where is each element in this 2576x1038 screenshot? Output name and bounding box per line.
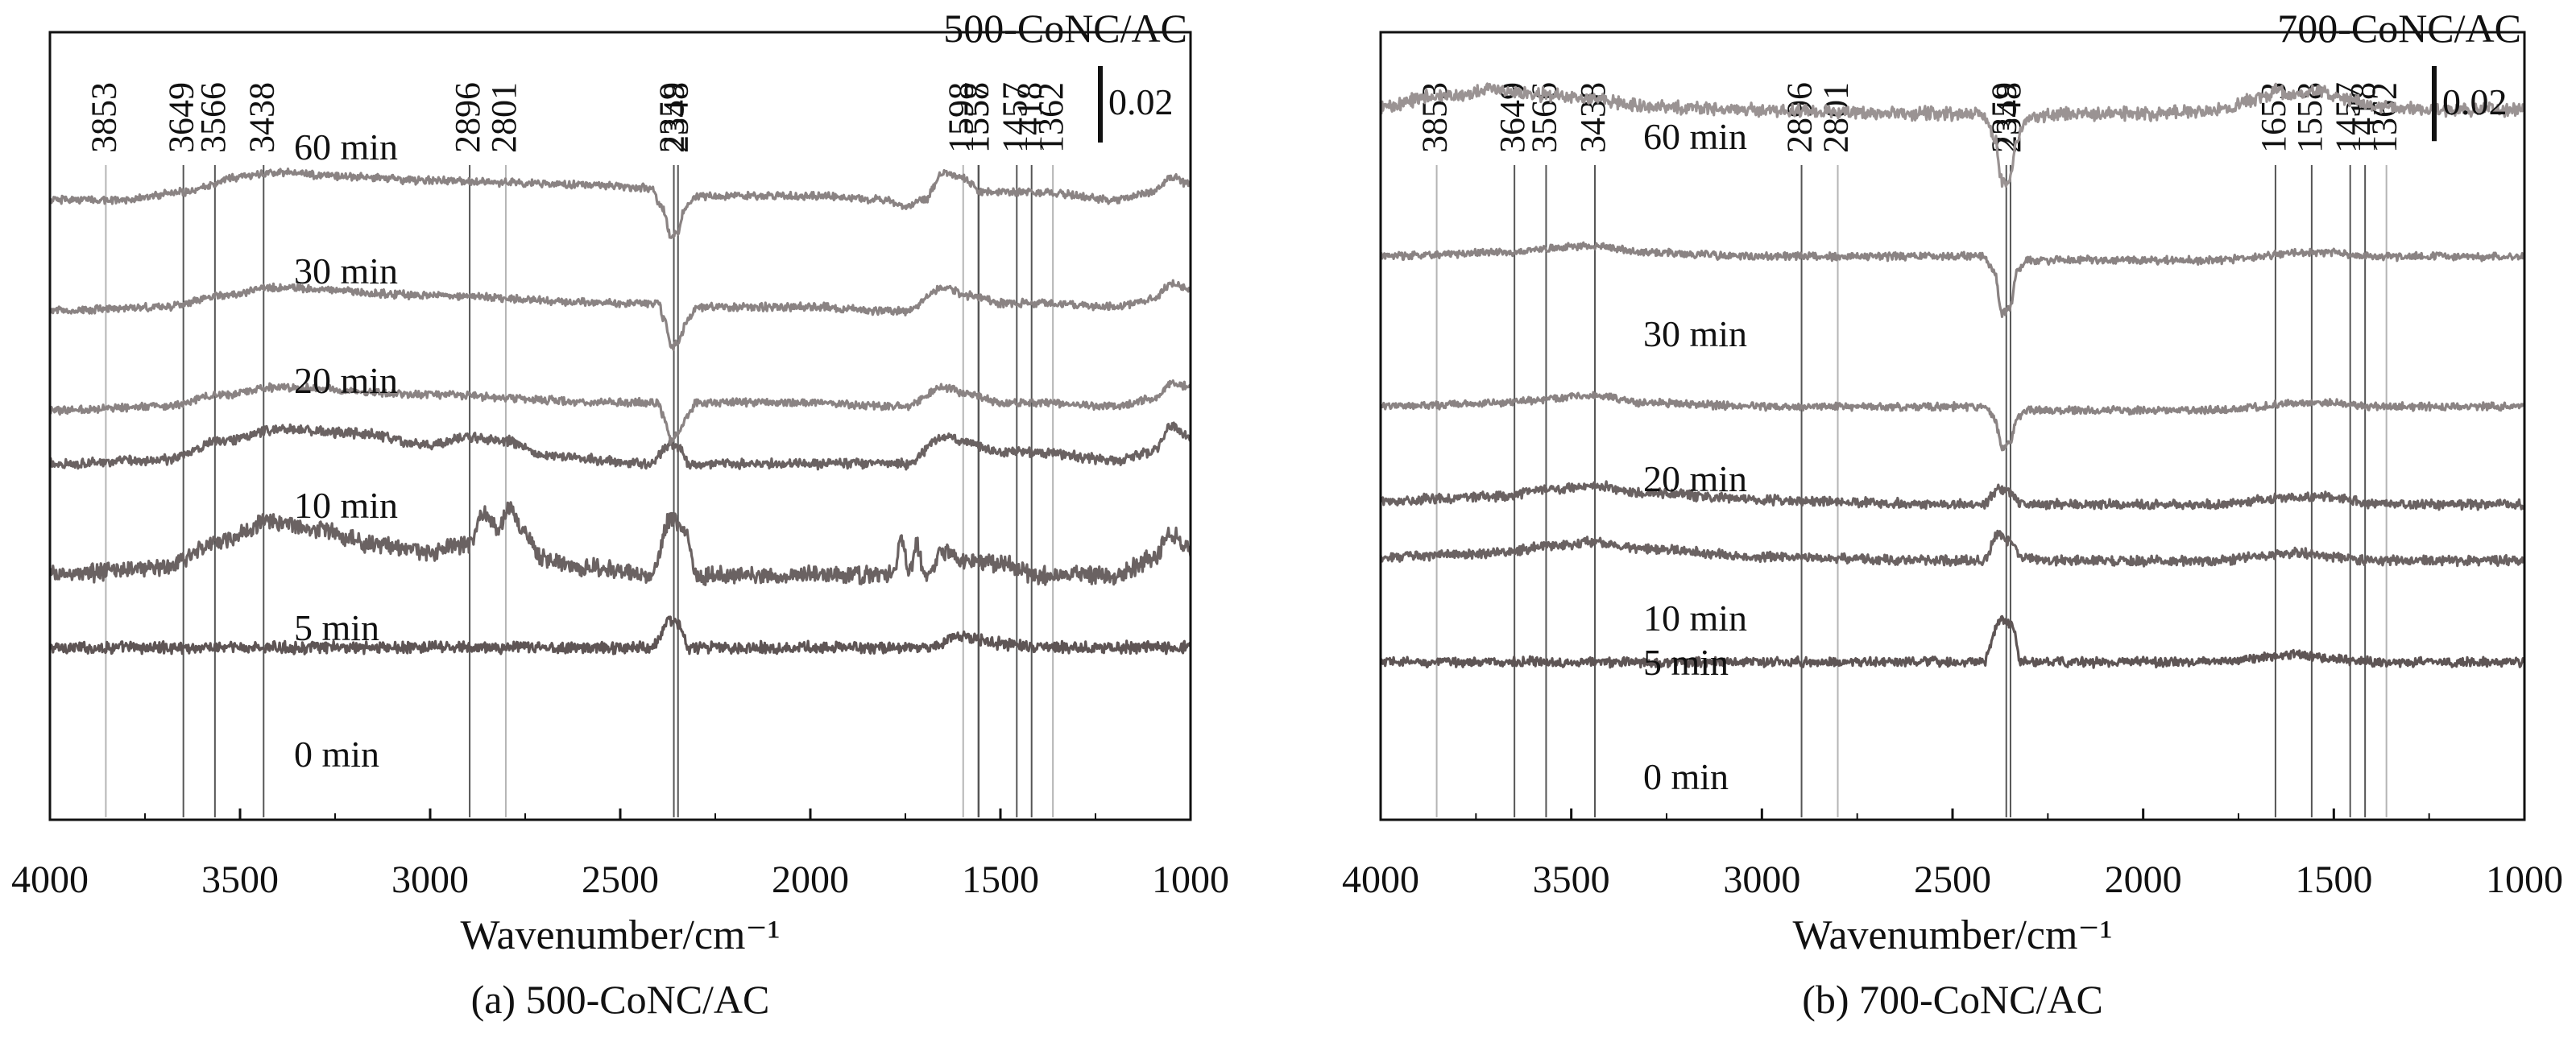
spectrum-line-10-min (48, 421, 1192, 471)
series-label-20-min: 20 min (294, 360, 398, 401)
series-label-5-min: 5 min (1643, 642, 1729, 683)
x-tick-label-3000: 3000 (1723, 858, 1800, 901)
x-tick-label-2500: 2500 (582, 858, 659, 901)
marker-label-3566: 3566 (193, 82, 233, 153)
series-label-0-min: 0 min (294, 734, 379, 775)
x-tick-label-1000: 1000 (2486, 858, 2563, 901)
marker-label-1457: 1457 (995, 82, 1034, 153)
spectrum-line-10-min (1379, 480, 2525, 511)
series-label-30-min: 30 min (294, 250, 398, 292)
spectrum-line-30-min (48, 279, 1192, 351)
series-label-30-min: 30 min (1643, 313, 1747, 354)
marker-label-2896: 2896 (448, 82, 487, 153)
x-tick-label-2000: 2000 (772, 858, 849, 901)
spectrum-line-5-min (48, 501, 1192, 586)
panel-caption: (a) 500-CoNC/AC (471, 977, 770, 1022)
marker-label-1362: 1362 (2365, 82, 2404, 153)
series-label-20-min: 20 min (1643, 458, 1747, 499)
marker-label-3438: 3438 (242, 82, 281, 153)
x-tick-label-3000: 3000 (391, 858, 469, 901)
x-tick-label-2000: 2000 (2105, 858, 2182, 901)
marker-label-2348: 2348 (656, 82, 696, 153)
spectrum-line-5-min (1379, 529, 2526, 568)
marker-label-1557: 1557 (957, 82, 996, 153)
series-label-10-min: 10 min (1643, 598, 1747, 639)
marker-label-2801: 2801 (484, 82, 524, 153)
x-tick-label-1000: 1000 (1152, 858, 1229, 901)
x-tick-label-4000: 4000 (11, 858, 89, 901)
x-tick-label-3500: 3500 (1533, 858, 1610, 901)
series-label-60-min: 60 min (294, 126, 398, 167)
spectrum-line-0-min (1380, 614, 2526, 669)
series-label-0-min: 0 min (1643, 756, 1729, 797)
series-label-60-min: 60 min (1643, 116, 1747, 157)
panel-caption: (b) 700-CoNC/AC (1802, 977, 2103, 1022)
spectrum-line-20-min (1379, 391, 2525, 452)
marker-label-3438: 3438 (1573, 82, 1613, 153)
marker-label-3649: 3649 (162, 82, 201, 153)
x-tick-label-3500: 3500 (201, 858, 279, 901)
x-tick-label-1500: 1500 (962, 858, 1039, 901)
marker-label-3853: 3853 (84, 82, 123, 153)
spectrum-line-60-min (1379, 82, 2525, 188)
spectrum-line-60-min (48, 167, 1192, 239)
spectrum-line-30-min (1379, 241, 2526, 318)
marker-label-1558: 1558 (957, 82, 996, 153)
marker-label-1598: 1598 (942, 82, 981, 153)
marker-label-2359: 2359 (652, 82, 692, 153)
marker-label-1418: 1418 (1010, 82, 1050, 153)
scale-bar-label: 0.02 (2442, 81, 2508, 122)
x-tick-label-2500: 2500 (1914, 858, 1991, 901)
series-label-10-min: 10 min (294, 485, 398, 526)
spectrum-line-0-min (48, 615, 1192, 655)
x-axis-label: Wavenumber/cm⁻¹ (1793, 912, 2113, 958)
spectrum-line-20-min (48, 379, 1192, 445)
scale-bar-label: 0.02 (1108, 81, 1174, 122)
series-label-5-min: 5 min (294, 607, 379, 648)
panel-title: 500-CoNC/AC (943, 6, 1187, 51)
panel-title: 700-CoNC/AC (2277, 6, 2521, 51)
x-tick-label-4000: 4000 (1342, 858, 1419, 901)
x-tick-label-1500: 1500 (2295, 858, 2372, 901)
marker-label-1362: 1362 (1031, 82, 1071, 153)
x-axis-label: Wavenumber/cm⁻¹ (461, 912, 781, 958)
